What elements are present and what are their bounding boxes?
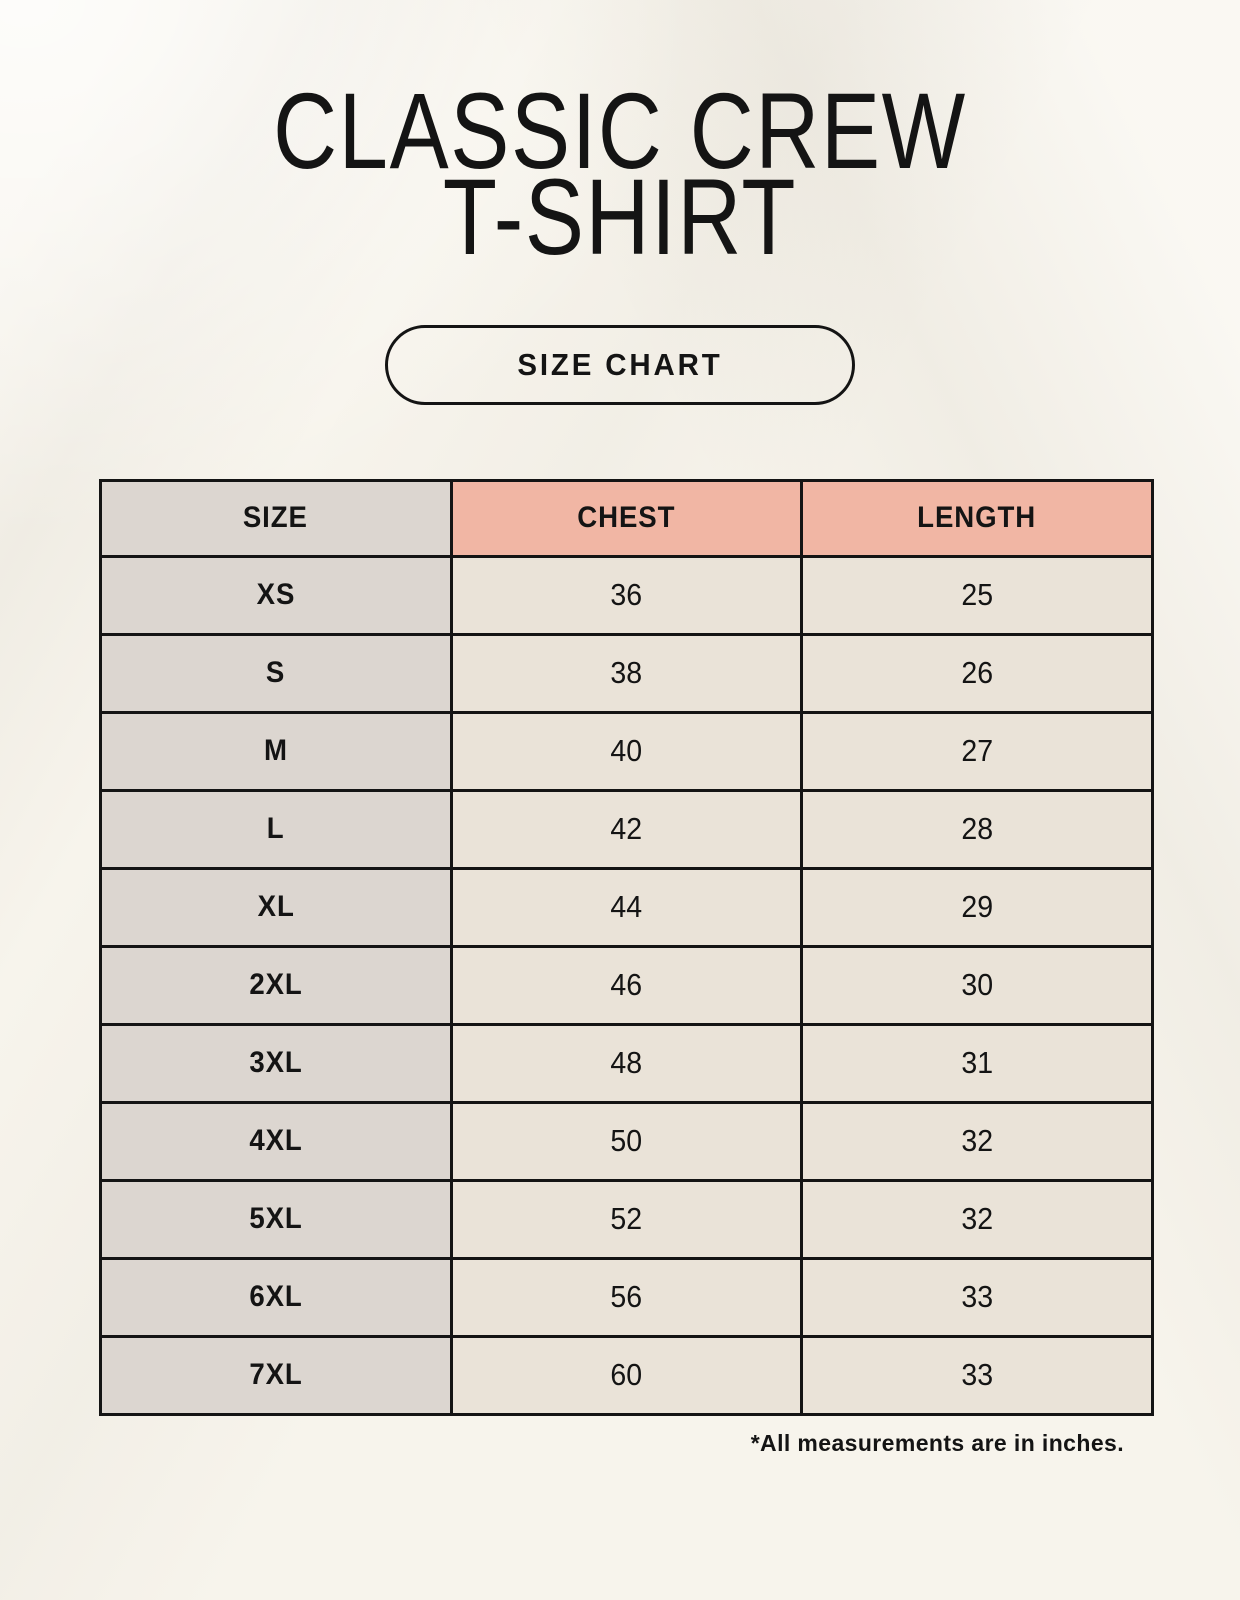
size-label-cell: 2XL [99, 944, 453, 1026]
cell-text: XS [256, 578, 296, 612]
cell-text: 33 [961, 1279, 994, 1315]
cell-text: 40 [610, 733, 643, 769]
size-label-cell: XS [99, 554, 453, 636]
length-value-cell: 25 [800, 554, 1154, 636]
cell-text: 5XL [249, 1202, 303, 1236]
size-table-body: XS 36 25 S 38 26 M 40 27 L 42 28 XL 44 29 2XL 46 30 3XL 48 3… [99, 554, 1154, 1416]
length-value-cell: 32 [800, 1178, 1154, 1260]
cell-text: 33 [961, 1357, 994, 1393]
size-label-cell: 6XL [99, 1256, 453, 1338]
cell-text: S [266, 656, 286, 690]
cell-text: 38 [610, 655, 643, 691]
cell-text: 60 [610, 1357, 643, 1393]
cell-text: 26 [961, 655, 994, 691]
cell-text: 50 [610, 1123, 643, 1159]
length-value-cell: 26 [800, 632, 1154, 714]
chest-value-cell: 38 [449, 632, 804, 714]
cell-text: L [266, 812, 285, 846]
cell-text: 28 [961, 811, 994, 847]
measurements-footnote: *All measurements are in inches. [750, 1429, 1124, 1456]
size-table-row: M 40 27 [99, 710, 1154, 792]
size-table-row: XL 44 29 [99, 866, 1154, 948]
cell-text: 52 [610, 1201, 643, 1237]
chest-value-cell: 36 [449, 554, 804, 636]
cell-text: 32 [961, 1201, 994, 1237]
cell-text: 2XL [249, 968, 303, 1002]
length-value-cell: 27 [800, 710, 1154, 792]
size-label-cell: 5XL [99, 1178, 453, 1260]
length-value-cell: 29 [800, 866, 1154, 948]
size-table-row: XS 36 25 [99, 554, 1154, 636]
length-value-cell: 28 [800, 788, 1154, 870]
cell-text: 56 [610, 1279, 643, 1315]
size-label-cell: L [99, 788, 453, 870]
cell-text: 42 [610, 811, 643, 847]
size-table-row: 6XL 56 33 [99, 1256, 1154, 1338]
column-header-length: LENGTH [800, 478, 1154, 558]
size-table-header: SIZE CHEST LENGTH [99, 478, 1154, 558]
cell-text: 29 [961, 889, 994, 925]
page-title: CLASSIC CREW T-SHIRT [0, 0, 1240, 278]
page-title-line-2: T-SHIRT [442, 156, 798, 278]
chest-value-cell: 44 [449, 866, 804, 948]
chest-value-cell: 56 [449, 1256, 804, 1338]
cell-text: 31 [961, 1045, 994, 1081]
chest-value-cell: 50 [449, 1100, 804, 1182]
cell-text: 30 [961, 967, 994, 1003]
size-label-cell: 7XL [99, 1334, 453, 1416]
column-header-size: SIZE [99, 478, 453, 558]
cell-text: 44 [610, 889, 643, 925]
cell-text: 46 [610, 967, 643, 1003]
chest-value-cell: 48 [449, 1022, 804, 1104]
column-header-size-label: SIZE [243, 501, 309, 535]
size-chart-badge-label: SIZE CHART [517, 346, 723, 382]
column-header-chest-label: CHEST [577, 501, 676, 535]
size-chart-badge: SIZE CHART [385, 324, 855, 405]
length-value-cell: 33 [800, 1334, 1154, 1416]
size-table-row: 3XL 48 31 [99, 1022, 1154, 1104]
page-title-line-1: CLASSIC CREW [273, 70, 967, 191]
cell-text: 48 [610, 1045, 643, 1081]
chest-value-cell: 46 [449, 944, 804, 1026]
cell-text: 32 [961, 1123, 994, 1159]
size-table-row: 5XL 52 32 [99, 1178, 1154, 1260]
size-label-cell: 4XL [99, 1100, 453, 1182]
size-label-cell: M [99, 710, 453, 792]
cell-text: 36 [610, 577, 643, 613]
size-table-header-row: SIZE CHEST LENGTH [99, 478, 1154, 558]
cell-text: 25 [961, 577, 994, 613]
cell-text: 7XL [249, 1358, 303, 1392]
size-label-cell: 3XL [99, 1022, 453, 1104]
cell-text: XL [257, 890, 295, 924]
size-label-cell: S [99, 632, 453, 714]
chest-value-cell: 60 [449, 1334, 804, 1416]
length-value-cell: 32 [800, 1100, 1154, 1182]
length-value-cell: 30 [800, 944, 1154, 1026]
chest-value-cell: 40 [449, 710, 804, 792]
length-value-cell: 33 [800, 1256, 1154, 1338]
column-header-chest: CHEST [449, 478, 804, 558]
length-value-cell: 31 [800, 1022, 1154, 1104]
size-table-row: 4XL 50 32 [99, 1100, 1154, 1182]
size-table-row: 7XL 60 33 [99, 1334, 1154, 1416]
size-label-cell: XL [99, 866, 453, 948]
size-table-row: L 42 28 [99, 788, 1154, 870]
cell-text: 3XL [249, 1046, 303, 1080]
size-table-row: 2XL 46 30 [99, 944, 1154, 1026]
cell-text: 27 [961, 733, 994, 769]
cell-text: M [263, 734, 288, 768]
chest-value-cell: 52 [449, 1178, 804, 1260]
size-table-row: S 38 26 [99, 632, 1154, 714]
chest-value-cell: 42 [449, 788, 804, 870]
cell-text: 4XL [249, 1124, 303, 1158]
cell-text: 6XL [249, 1280, 303, 1314]
size-chart-table: SIZE CHEST LENGTH XS 36 25 S 38 26 M 40 27 L 42 28 X… [99, 478, 1154, 1416]
column-header-length-label: LENGTH [917, 501, 1037, 535]
